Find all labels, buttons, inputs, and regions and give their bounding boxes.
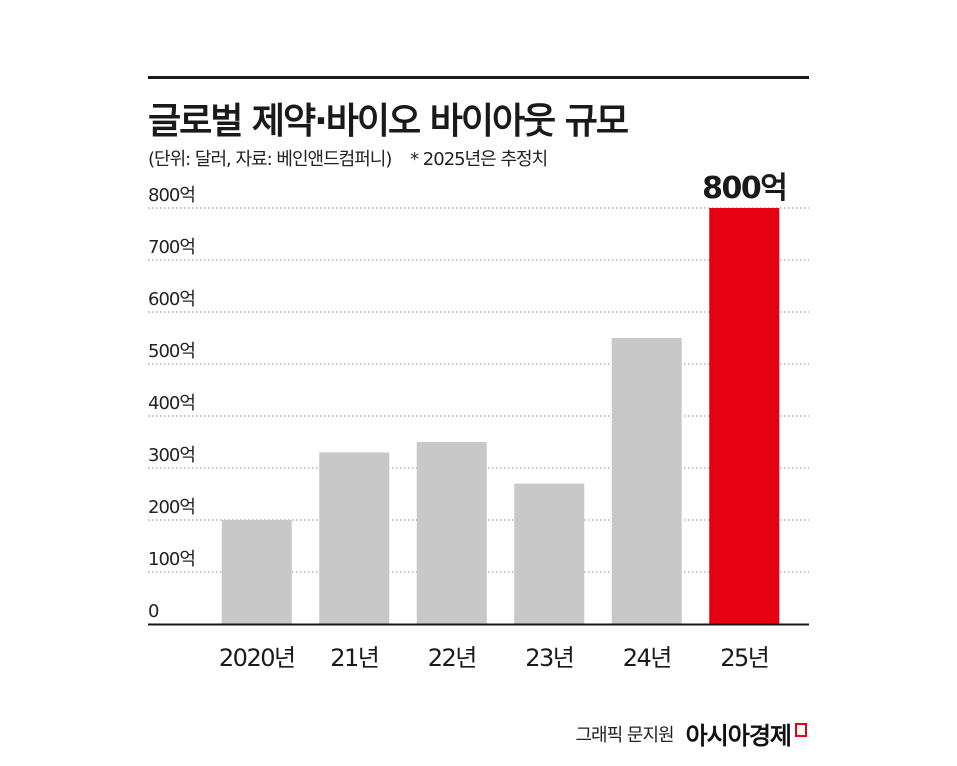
bar <box>221 520 292 624</box>
brand-logo: 아시아경제 <box>685 722 792 750</box>
credit: 그래픽 문지원 아시아경제 <box>575 716 807 751</box>
x-tick-label: 24년 <box>623 644 671 672</box>
chart-subtitle: (단위: 달러, 자료: 베인앤드컴퍼니) * 2025년은 추정치 <box>148 145 548 171</box>
chart-title: 글로벌 제약·바이오 바이아웃 규모 <box>148 101 629 142</box>
bar <box>416 442 487 624</box>
y-tick-label: 0 <box>148 601 159 622</box>
y-tick-label: 200억 <box>148 497 195 518</box>
x-tick-label: 22년 <box>428 644 476 672</box>
units-source: (단위: 달러, 자료: 베인앤드컴퍼니) <box>148 149 392 170</box>
y-tick-label: 800억 <box>148 185 195 206</box>
y-tick-label: 600억 <box>148 289 195 310</box>
x-tick-label: 25년 <box>720 644 768 672</box>
bar <box>709 208 780 624</box>
y-tick-label: 300억 <box>148 445 195 466</box>
brand-mark-icon <box>795 722 807 737</box>
x-tick-label: 21년 <box>330 644 378 672</box>
y-tick-label: 100억 <box>148 549 195 570</box>
bar <box>319 452 390 624</box>
bar <box>514 483 585 624</box>
y-tick-label: 500억 <box>148 341 195 362</box>
top-rule <box>148 76 809 79</box>
x-tick-label: 2020년 <box>219 644 295 672</box>
graphic-byline: 그래픽 문지원 <box>575 724 675 746</box>
y-tick-label: 400억 <box>148 393 195 414</box>
x-tick-label: 23년 <box>525 644 573 672</box>
y-tick-label: 700억 <box>148 237 195 258</box>
data-label: 800억 <box>702 171 786 206</box>
estimate-note: * 2025년은 추정치 <box>410 149 548 170</box>
bar <box>611 338 682 624</box>
